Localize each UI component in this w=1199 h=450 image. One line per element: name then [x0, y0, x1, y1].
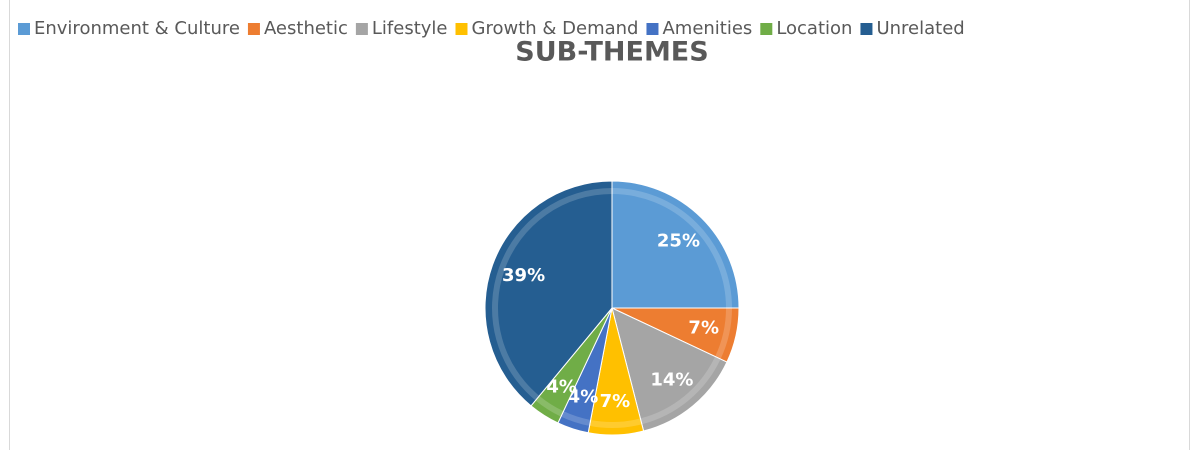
data-label: 7%	[600, 391, 631, 412]
legend-label: Lifestyle	[372, 18, 448, 39]
legend-swatch	[646, 23, 659, 35]
slice-bevel	[589, 418, 642, 428]
legend-swatch	[247, 23, 260, 35]
slice-bevel	[611, 188, 732, 309]
data-label: 25%	[657, 231, 700, 252]
legend-label: Growth & Demand	[472, 18, 639, 39]
chart-title: SUB-THEMES	[515, 37, 708, 68]
pie-slice	[611, 307, 728, 432]
legend-swatch	[455, 23, 468, 35]
slice-bevel	[640, 356, 721, 425]
data-label: 4%	[568, 386, 599, 407]
legend-swatch	[860, 23, 873, 35]
pie-slice	[611, 180, 740, 309]
legend-label: Unrelated	[876, 18, 964, 39]
slice-bevel	[492, 188, 613, 401]
data-label: 14%	[650, 369, 693, 390]
data-label: 39%	[502, 265, 545, 286]
legend-label: Amenities	[662, 18, 752, 39]
legend-swatch	[355, 23, 368, 35]
legend-swatch	[18, 23, 30, 35]
data-label: 7%	[688, 318, 719, 339]
legend-label: Location	[776, 18, 852, 39]
data-label: 4%	[546, 376, 577, 397]
legend-label: Aesthetic	[264, 18, 348, 39]
pie-slice	[484, 180, 613, 407]
legend-label: Environment & Culture	[34, 18, 240, 39]
legend-swatch	[760, 23, 773, 35]
slice-bevel	[715, 307, 732, 360]
